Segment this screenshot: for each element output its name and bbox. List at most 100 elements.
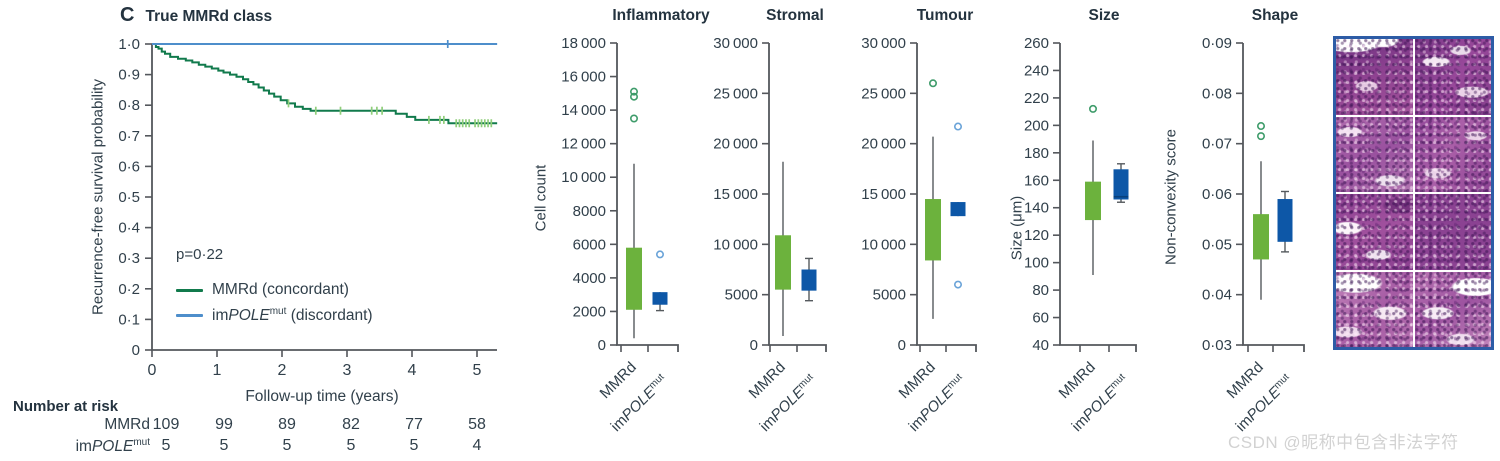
risk-value: 5 xyxy=(282,437,292,454)
risk-value: 89 xyxy=(278,416,296,433)
risk-value: 5 xyxy=(346,437,356,454)
box-impole xyxy=(652,292,668,305)
legend-label: MMRd (concordant) xyxy=(212,281,349,298)
histology-tile xyxy=(1414,116,1491,192)
boxplot-y-tick: 140 xyxy=(1024,200,1049,217)
km-y-tick: 0·2 xyxy=(118,281,140,298)
boxplot-y-tick: 15 000 xyxy=(713,186,758,203)
boxplot-y-tick: 18 000 xyxy=(561,35,606,52)
boxplot-y-tick: 25 000 xyxy=(713,85,758,102)
boxplot-y-tick: 220 xyxy=(1024,90,1049,107)
boxplot-panel-shape: Shape0·090·080·070·060·050·040·03MMRdimP… xyxy=(1202,7,1305,435)
boxplot-y-tick: 10 000 xyxy=(861,236,906,253)
boxplot-y-tick: 20 000 xyxy=(861,136,906,153)
boxplot-y-tick: 0·09 xyxy=(1202,35,1232,52)
histology-tile xyxy=(1414,271,1491,347)
outlier-point xyxy=(1257,122,1266,131)
boxplot-y-tick: 180 xyxy=(1024,145,1049,162)
outlier-point xyxy=(629,87,638,96)
histology-tile xyxy=(1336,271,1413,347)
boxplot-y-tick: 15 000 xyxy=(861,186,906,203)
km-x-tick: 0 xyxy=(148,362,157,379)
boxplot-y-tick: 30 000 xyxy=(713,35,758,52)
outlier-point xyxy=(953,122,962,131)
boxplot-y-tick: 8000 xyxy=(573,203,606,220)
legend-swatch xyxy=(176,314,203,318)
histology-tile xyxy=(1414,194,1491,270)
box-impole xyxy=(801,269,817,291)
outlier-point xyxy=(629,92,638,101)
km-y-tick: 0·7 xyxy=(118,128,140,145)
boxplot-panel-size: Size 260 240 220 200 180 160 140 120 100 80 60 40 MMR… xyxy=(1024,7,1137,435)
boxplot-y-tick: 0·03 xyxy=(1202,337,1232,354)
p-value: p=0·22 xyxy=(176,246,224,263)
outlier-point xyxy=(953,280,962,289)
outlier-point xyxy=(1089,104,1098,113)
boxplot-y-tick: 10 000 xyxy=(561,169,606,186)
km-y-tick: 0·9 xyxy=(118,67,140,84)
boxplot-panel-stromal: Stromal 30 000 25 000 20 000 15 000 10 000 500… xyxy=(713,7,827,435)
boxplot-y-tick: 0·06 xyxy=(1202,186,1232,203)
boxplot-y-tick: 80 xyxy=(1032,282,1049,299)
boxplot-category-label: MMRd xyxy=(746,359,789,402)
risk-value: 109 xyxy=(152,416,180,433)
risk-value: 5 xyxy=(219,437,229,454)
boxplot-title: Size xyxy=(1088,7,1119,24)
boxplot-y-tick: 6000 xyxy=(573,236,606,253)
legend-item: MMRd (concordant) xyxy=(176,281,373,299)
risk-value: 77 xyxy=(405,416,423,433)
legend-swatch xyxy=(176,288,203,292)
boxplot-y-tick: 14 000 xyxy=(561,102,606,119)
panel-title-text: True MMRd class xyxy=(145,8,273,25)
risk-value: 99 xyxy=(215,416,233,433)
boxplot-y-tick: 60 xyxy=(1032,310,1049,327)
box-mmrd xyxy=(1253,214,1269,260)
boxplot-y-tick: 16 000 xyxy=(561,69,606,86)
boxplot-category-label: MMRd xyxy=(1056,359,1099,402)
boxplot-panel-inflammatory: Inflammatory 18 000 16 000 14 000 12 000 10 0… xyxy=(561,7,710,435)
km-curve-mmrd xyxy=(152,43,498,125)
km-y-axis-label: Recurrence-free survival probability xyxy=(89,79,107,315)
risk-value: 4 xyxy=(472,437,482,454)
box-mmrd xyxy=(626,247,642,310)
number-at-risk-header: Number at risk xyxy=(13,398,119,415)
boxplot-title: Tumour xyxy=(917,7,974,24)
boxplot-y-tick: 0·07 xyxy=(1202,136,1232,153)
km-y-tick: 0·8 xyxy=(118,97,140,114)
boxplot-y-tick: 10 000 xyxy=(713,236,758,253)
box-impole xyxy=(1277,199,1293,242)
boxplot-y-tick: 5000 xyxy=(725,287,758,304)
km-y-tick: 0 xyxy=(132,342,140,359)
boxplot-y-tick: 12 000 xyxy=(561,136,606,153)
boxplot-y-tick: 0·04 xyxy=(1202,287,1232,304)
km-x-tick: 4 xyxy=(408,362,417,379)
km-y-tick: 0·5 xyxy=(118,189,140,206)
outlier-point xyxy=(655,250,664,259)
risk-value: 5 xyxy=(409,437,419,454)
outlier-point xyxy=(928,79,937,88)
boxplot-panel-tumour: Tumour 30 000 25 000 20 000 15 000 10 000 5000… xyxy=(861,7,977,435)
boxplot-title: Shape xyxy=(1252,7,1299,24)
boxplot-y-tick: 40 xyxy=(1032,337,1049,354)
size-axis-label: Size (μm) xyxy=(1008,195,1026,261)
boxplot-y-tick: 160 xyxy=(1024,172,1049,189)
watermark: CSDN @昵称中包含非法字符 xyxy=(1228,433,1459,452)
panel-letter: C xyxy=(120,4,135,26)
boxplot-title: Inflammatory xyxy=(612,7,710,24)
outlier-point xyxy=(1257,132,1266,141)
risk-value: 5 xyxy=(161,437,171,454)
km-y-tick: 0·3 xyxy=(118,250,140,267)
boxplot-y-tick: 2000 xyxy=(573,303,606,320)
box-impole xyxy=(1113,169,1129,200)
box-mmrd xyxy=(925,199,941,261)
boxplot-category-label: MMRd xyxy=(597,359,640,402)
boxplot-y-tick: 0·05 xyxy=(1202,236,1232,253)
boxplot-y-tick: 25 000 xyxy=(861,85,906,102)
boxplot-title: Stromal xyxy=(766,7,824,24)
km-y-tick: 0·1 xyxy=(118,311,140,328)
boxplot-y-tick: 0 xyxy=(898,337,906,354)
histology-tile xyxy=(1336,39,1413,115)
boxplot-y-tick: 20 000 xyxy=(713,136,758,153)
